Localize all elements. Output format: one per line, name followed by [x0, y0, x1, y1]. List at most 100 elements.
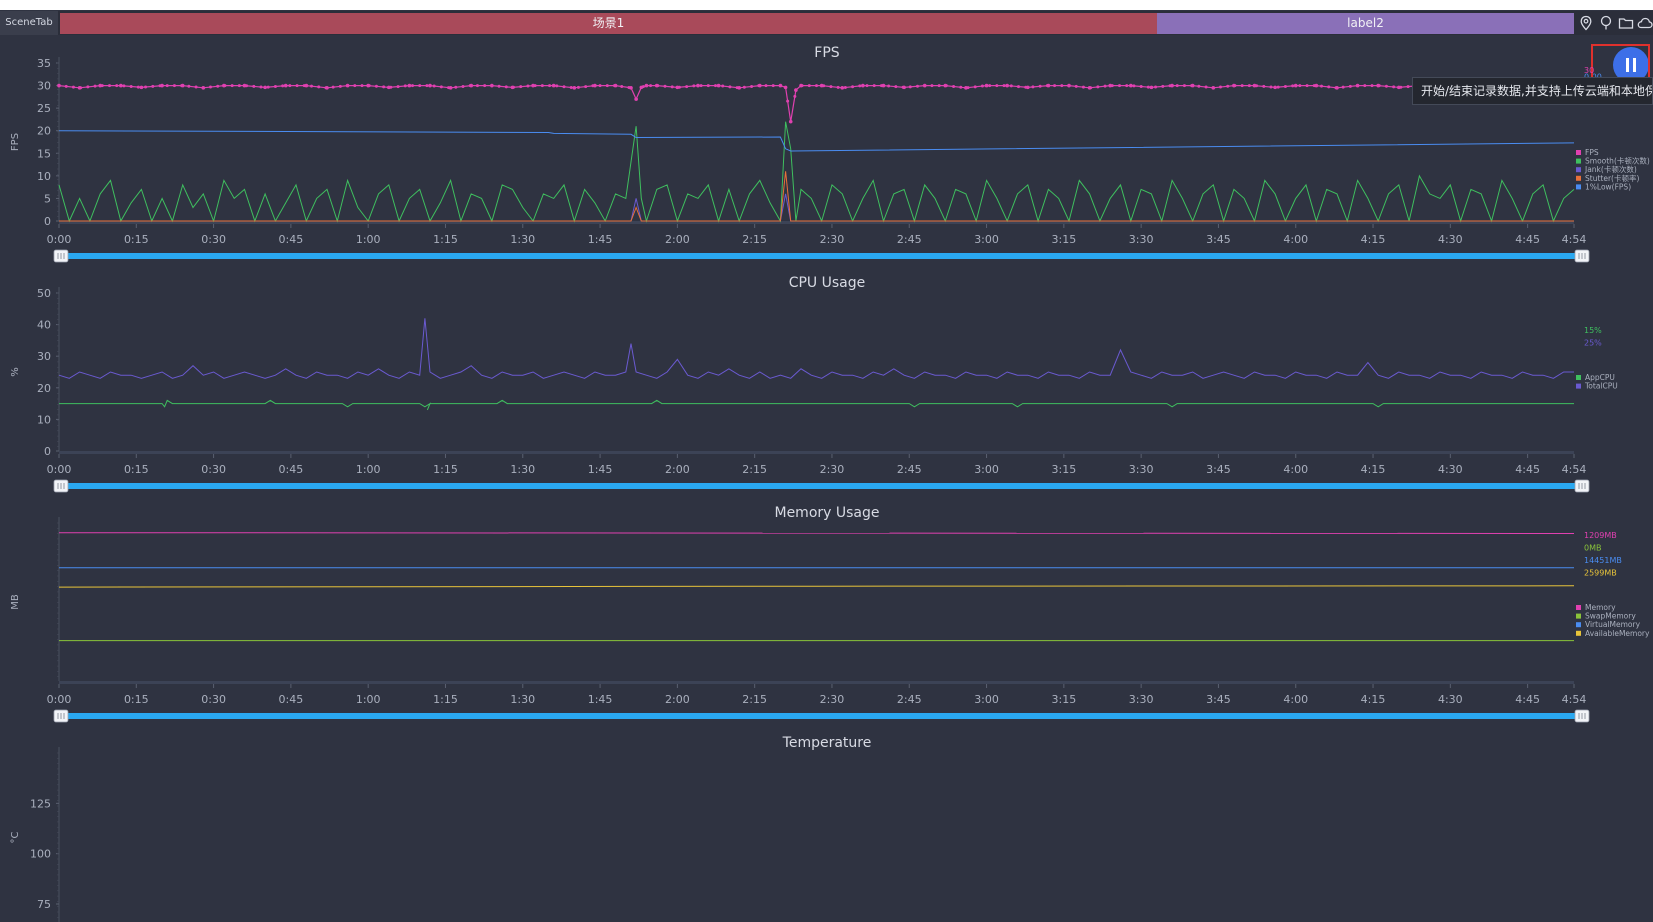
series-point: [836, 85, 840, 89]
series-point: [428, 83, 432, 88]
series-point: [872, 84, 876, 88]
series-point: [908, 85, 912, 89]
series-point: [432, 84, 436, 88]
series-point: [1211, 86, 1215, 90]
series-point: [331, 85, 335, 89]
tooltip-fps-value: 30: [1584, 66, 1595, 75]
x-tick-label: 1:00: [356, 693, 381, 706]
series-point: [1312, 84, 1316, 88]
x-tick-label: 4:54: [1562, 233, 1587, 246]
series-point: [562, 85, 566, 89]
x-tick-label: 4:54: [1562, 693, 1587, 706]
x-tick-label: 0:30: [201, 463, 226, 476]
series-point: [418, 84, 422, 88]
chart-title: FPS: [814, 45, 839, 61]
series-point: [1168, 84, 1172, 88]
series-point: [843, 85, 847, 89]
location-pin-icon[interactable]: [1578, 15, 1594, 31]
x-tick-label: 1:30: [510, 463, 535, 476]
series-point: [540, 84, 544, 88]
pause-icon: [1626, 58, 1629, 72]
series-point: [1341, 85, 1345, 89]
legend-entry: Smooth(卡顿次数): [1585, 156, 1650, 166]
legend-swatch: [1576, 150, 1581, 155]
series-point: [1233, 84, 1237, 88]
series-point: [71, 85, 75, 89]
series-point: [144, 85, 148, 89]
chart-title: Memory Usage: [774, 505, 879, 521]
series-point: [209, 85, 212, 89]
legend-swatch: [1576, 158, 1581, 164]
series-point: [1197, 84, 1201, 88]
current-value: 25%: [1584, 339, 1602, 348]
legend-entry: SwapMemory: [1585, 612, 1636, 621]
y-tick-label: 35: [37, 57, 51, 70]
x-tick-label: 4:30: [1438, 233, 1463, 246]
scene-segment-1[interactable]: 场景1: [60, 13, 1157, 34]
y-tick-label: 30: [37, 350, 51, 363]
series-point: [1348, 84, 1352, 88]
scene-segment-label2[interactable]: label2: [1157, 13, 1574, 34]
x-tick-label: 2:15: [742, 233, 767, 246]
series-point: [454, 85, 458, 89]
legend-entry: TotalCPU: [1584, 382, 1618, 391]
series-point: [374, 84, 378, 88]
x-tick-label: 0:45: [279, 233, 304, 246]
x-tick-label: 0:00: [47, 233, 72, 246]
series-point: [396, 85, 400, 89]
series-point: [1132, 84, 1136, 88]
x-tick-label: 2:15: [742, 463, 767, 476]
x-tick-label: 4:00: [1283, 693, 1308, 706]
series-point: [57, 84, 61, 88]
series-point: [201, 86, 205, 90]
legend-swatch: [1576, 613, 1581, 619]
pause-icon-bar: [1633, 58, 1636, 72]
legend-entry: AvailableMemory: [1585, 629, 1650, 638]
series-point: [158, 84, 162, 88]
series-point: [605, 84, 609, 88]
x-tick-label: 1:45: [588, 233, 613, 246]
series-point: [865, 84, 869, 88]
series-point: [858, 84, 862, 88]
folder-icon[interactable]: [1618, 15, 1634, 31]
x-tick-label: 1:15: [433, 463, 458, 476]
x-tick-label: 4:15: [1361, 463, 1386, 476]
series-point: [591, 84, 595, 88]
series-point: [1377, 84, 1381, 88]
legend-entry: FPS: [1585, 148, 1599, 157]
map-marker-icon[interactable]: [1598, 15, 1614, 31]
series-point: [923, 84, 927, 88]
x-tick-label: 2:45: [897, 233, 922, 246]
time-range-slider[interactable]: [60, 483, 1582, 489]
series-point: [879, 84, 883, 88]
series-point: [281, 84, 285, 88]
series-point: [194, 85, 198, 89]
series-point: [1060, 84, 1064, 88]
x-tick-label: 2:00: [665, 693, 690, 706]
series-point: [139, 85, 144, 90]
x-tick-label: 3:15: [1051, 233, 1076, 246]
time-range-slider[interactable]: [60, 713, 1582, 719]
series-point: [861, 83, 865, 88]
series-point: [930, 84, 934, 88]
legend-swatch: [1576, 622, 1581, 628]
series-point: [721, 84, 725, 88]
x-tick-label: 3:15: [1051, 693, 1076, 706]
series-point: [771, 84, 775, 88]
series-point: [1291, 84, 1295, 88]
series-point: [1031, 85, 1035, 89]
series-point: [742, 85, 746, 89]
cloud-icon[interactable]: [1637, 15, 1653, 31]
series-point: [439, 85, 443, 89]
x-tick-label: 1:45: [588, 693, 613, 706]
series-point: [172, 84, 176, 88]
series-point: [1363, 84, 1367, 88]
x-tick-label: 0:45: [279, 463, 304, 476]
x-axis-band: [59, 451, 1574, 454]
x-tick-label: 4:45: [1515, 463, 1540, 476]
series-point: [93, 84, 97, 88]
time-range-slider[interactable]: [60, 253, 1582, 259]
y-axis-label: MB: [10, 594, 21, 610]
series-point: [677, 85, 681, 89]
series-point: [1327, 85, 1331, 89]
